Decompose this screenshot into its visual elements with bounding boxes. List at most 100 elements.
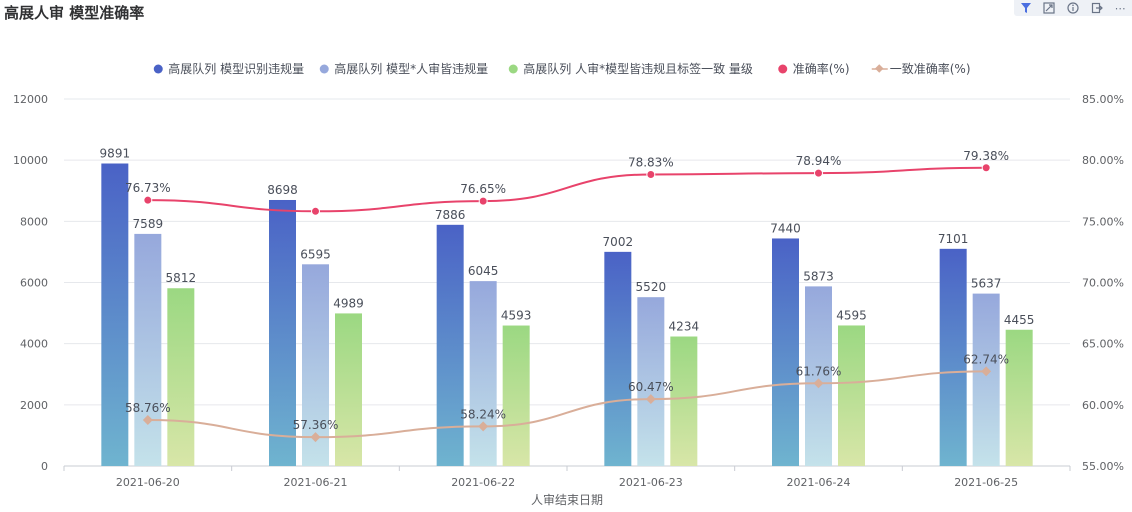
line-value-label: 58.76%: [125, 401, 171, 415]
line-point: [310, 432, 321, 443]
line-series: [147, 166, 987, 213]
line-value-label: 78.83%: [628, 155, 674, 169]
line-point: [143, 195, 153, 205]
x-tick-label: 2021-06-25: [954, 476, 1018, 489]
line-series: [147, 370, 987, 439]
line-point: [478, 421, 489, 432]
line-point: [646, 169, 656, 179]
bar-value-label: 5873: [803, 269, 834, 283]
line-point: [814, 168, 823, 178]
more-icon[interactable]: ⋯: [1114, 1, 1126, 15]
x-tick-label: 2021-06-20: [116, 476, 180, 489]
x-tick-label: 2021-06-21: [284, 476, 348, 489]
line-value-label: 78.94%: [796, 154, 842, 168]
x-tick-label: 2021-06-22: [451, 476, 515, 489]
bar-value-label: 7101: [938, 232, 969, 246]
y-right-tick-label: 85.00%: [1082, 93, 1124, 106]
line-point: [142, 415, 153, 425]
legend-item: 准确率(%): [778, 61, 850, 76]
chart-toolbar: ⋯: [1014, 0, 1132, 16]
bar-value-label: 6595: [300, 247, 331, 261]
legend-item: 高展队列 人审*模型皆违规且标签一致 量级: [508, 61, 753, 76]
bar: [637, 297, 665, 466]
y-left-tick-label: 12000: [13, 93, 48, 106]
line-value-label: 60.47%: [628, 380, 674, 394]
legend-item: 高展队列 模型*人审皆违规量: [319, 61, 488, 76]
line-value-label: 79.38%: [963, 149, 1009, 163]
bar: [939, 248, 967, 466]
legend-label: 高展队列 人审*模型皆违规且标签一致 量级: [523, 61, 753, 76]
y-left-tick-label: 2000: [20, 399, 48, 412]
bar-value-label: 7440: [770, 221, 801, 235]
bar: [838, 325, 865, 466]
bar: [335, 313, 362, 466]
y-right-tick-label: 75.00%: [1082, 215, 1124, 228]
y-right-tick-label: 70.00%: [1082, 277, 1124, 290]
bar-value-label: 4595: [836, 308, 867, 322]
y-right-tick-label: 55.00%: [1082, 460, 1124, 473]
line-value-label: 57.36%: [293, 418, 339, 432]
y-left-tick-label: 8000: [20, 215, 48, 228]
legend-marker: [508, 64, 518, 74]
legend-marker: [875, 64, 884, 73]
bar-value-label: 7002: [603, 235, 634, 249]
legend-marker: [319, 64, 329, 74]
y-left-tick-label: 10000: [13, 154, 48, 167]
bar: [604, 251, 632, 466]
line-point: [813, 378, 824, 389]
bar-value-label: 6045: [468, 264, 499, 278]
bar-value-label: 5520: [636, 280, 667, 294]
line-point: [311, 206, 320, 216]
bar: [670, 336, 698, 466]
legend-label: 高展队列 模型*人审皆违规量: [334, 61, 488, 76]
line-value-label: 76.65%: [460, 182, 506, 196]
bar: [167, 288, 195, 466]
bar-value-label: 5637: [971, 277, 1002, 291]
bar: [101, 163, 129, 466]
filter-icon[interactable]: [1019, 1, 1033, 15]
bar-value-label: 8698: [267, 183, 298, 197]
info-icon[interactable]: [1066, 1, 1080, 15]
x-tick-label: 2021-06-23: [619, 476, 683, 489]
legend-item: 高展队列 模型识别违规量: [153, 61, 304, 76]
line-value-label: 62.74%: [963, 352, 1009, 366]
y-right-tick-label: 80.00%: [1082, 154, 1124, 167]
bar: [469, 281, 497, 466]
line-point: [645, 394, 656, 405]
bar: [772, 238, 799, 466]
bar-value-label: 4989: [333, 296, 364, 310]
line-point: [981, 163, 991, 173]
bar-value-label: 4593: [501, 309, 532, 323]
legend-label: 高展队列 模型识别违规量: [168, 61, 304, 76]
expand-icon[interactable]: [1042, 1, 1056, 15]
legend-marker: [153, 64, 163, 74]
chart-title: 高展人审 模型准确率: [4, 4, 145, 22]
legend-label: 一致准确率(%): [890, 61, 971, 76]
bar: [134, 233, 162, 466]
line-value-label: 76.73%: [125, 181, 171, 195]
y-right-tick-label: 60.00%: [1082, 399, 1124, 412]
export-icon[interactable]: [1090, 1, 1104, 15]
x-tick-label: 2021-06-24: [787, 476, 851, 489]
bar-value-label: 7886: [435, 208, 466, 222]
legend-item: 一致准确率(%): [871, 61, 971, 76]
y-right-tick-label: 65.00%: [1082, 338, 1124, 351]
bar: [436, 224, 464, 466]
bar-value-label: 4234: [669, 320, 700, 334]
y-left-tick-label: 4000: [20, 338, 48, 351]
bar: [269, 199, 296, 467]
x-axis-title: 人审结束日期: [531, 492, 603, 507]
bar: [1005, 329, 1033, 466]
y-left-tick-label: 0: [41, 460, 48, 473]
bar-value-label: 4455: [1004, 313, 1035, 327]
bar: [805, 286, 832, 466]
line-point: [981, 366, 992, 377]
y-left-tick-label: 6000: [20, 277, 48, 290]
line-value-label: 58.24%: [460, 407, 506, 421]
line-point: [478, 196, 488, 206]
bar-value-label: 9891: [100, 147, 131, 161]
legend-label: 准确率(%): [793, 61, 850, 76]
line-value-label: 61.76%: [796, 364, 842, 378]
bar: [502, 325, 530, 466]
